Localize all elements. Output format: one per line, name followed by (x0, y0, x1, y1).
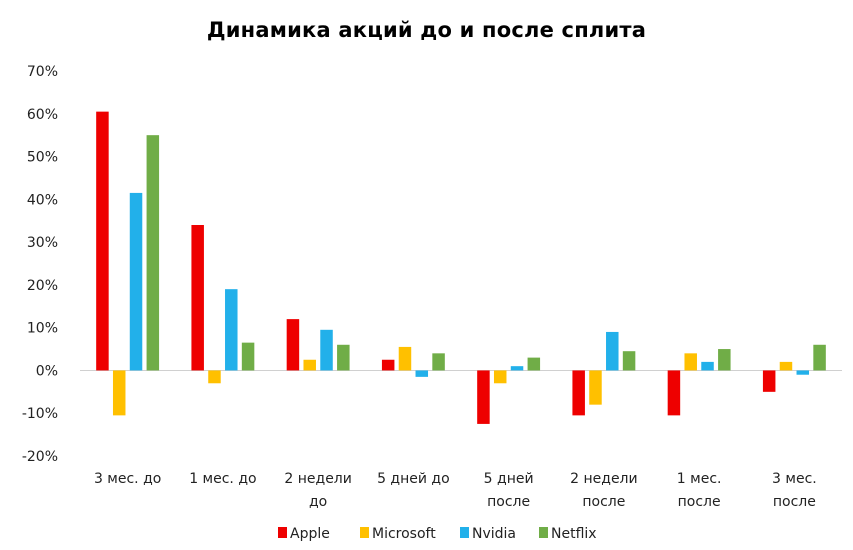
bar-apple (381, 359, 395, 371)
y-tick-label: -20% (22, 449, 58, 465)
chart-title: Динамика акций до и после сплита (206, 18, 647, 42)
bar-netflix (813, 344, 826, 371)
bar-nvidia (320, 329, 333, 371)
bar-nvidia (510, 366, 524, 371)
x-category-label: 2 недели (284, 471, 351, 487)
bar-netflix (622, 351, 636, 371)
legend-label: Nvidia (472, 526, 516, 542)
x-category-label: 3 мес. до (94, 471, 161, 487)
y-tick-label: 50% (27, 150, 58, 166)
bar-netflix (241, 342, 255, 371)
bar-microsoft (398, 346, 412, 371)
bar-netflix (432, 353, 445, 371)
legend-swatch-nvidia (460, 527, 469, 538)
bar-microsoft (208, 370, 221, 384)
legend-label: Netflix (551, 526, 597, 542)
bar-apple (286, 319, 300, 371)
bar-microsoft (112, 370, 126, 416)
bar-nvidia (606, 331, 619, 371)
y-tick-label: 30% (27, 235, 58, 251)
y-tick-label: -10% (22, 406, 58, 422)
bar-nvidia (225, 289, 238, 371)
y-tick-label: 40% (27, 192, 58, 208)
legend-swatch-netflix (539, 527, 548, 538)
bar-apple (191, 225, 204, 371)
x-category-label: 2 недели (570, 471, 637, 487)
bar-apple (477, 370, 490, 424)
x-category-label: после (678, 494, 721, 510)
y-tick-label: 0% (36, 363, 58, 379)
legend-label: Microsoft (372, 526, 436, 542)
y-tick-label: 60% (27, 107, 58, 123)
y-axis: 70% 60% 50% 40% 30% 20% 10% 0% -10% -20% (22, 64, 58, 465)
x-category-label: до (309, 494, 327, 510)
legend-label: Apple (290, 526, 330, 542)
bar-apple (762, 370, 776, 392)
x-axis-labels: 3 мес. до 1 мес. до 2 недели до 5 дней до 5 д… (94, 471, 817, 510)
bar-apple (96, 111, 109, 371)
x-category-label: после (582, 494, 625, 510)
bar-microsoft (303, 359, 316, 371)
x-category-label: 1 мес. до (189, 471, 256, 487)
bar-apple (667, 370, 681, 416)
legend-swatch-microsoft (360, 527, 369, 538)
bar-nvidia (415, 370, 429, 377)
x-category-label: 5 дней до (377, 471, 450, 487)
bar-netflix (337, 344, 350, 371)
y-tick-label: 70% (27, 64, 58, 80)
bar-nvidia (701, 361, 714, 371)
bar-microsoft (779, 361, 793, 371)
x-category-label: после (487, 494, 530, 510)
bars (96, 111, 826, 424)
bar-netflix (146, 135, 160, 371)
legend-swatch-apple (278, 527, 287, 538)
y-tick-label: 10% (27, 321, 58, 337)
bar-nvidia (796, 370, 810, 375)
bar-nvidia (129, 192, 143, 371)
x-category-label: 3 мес. (772, 471, 817, 487)
bar-apple (572, 370, 585, 416)
bar-microsoft (589, 370, 602, 405)
x-category-label: 1 мес. (677, 471, 722, 487)
x-category-label: после (773, 494, 816, 510)
legend: Apple Microsoft Nvidia Netflix (278, 526, 597, 542)
bar-netflix (718, 349, 731, 371)
bar-microsoft (493, 370, 507, 384)
bar-netflix (527, 357, 541, 371)
y-tick-label: 20% (27, 278, 58, 294)
x-category-label: 5 дней (484, 471, 534, 487)
bar-microsoft (684, 353, 697, 371)
